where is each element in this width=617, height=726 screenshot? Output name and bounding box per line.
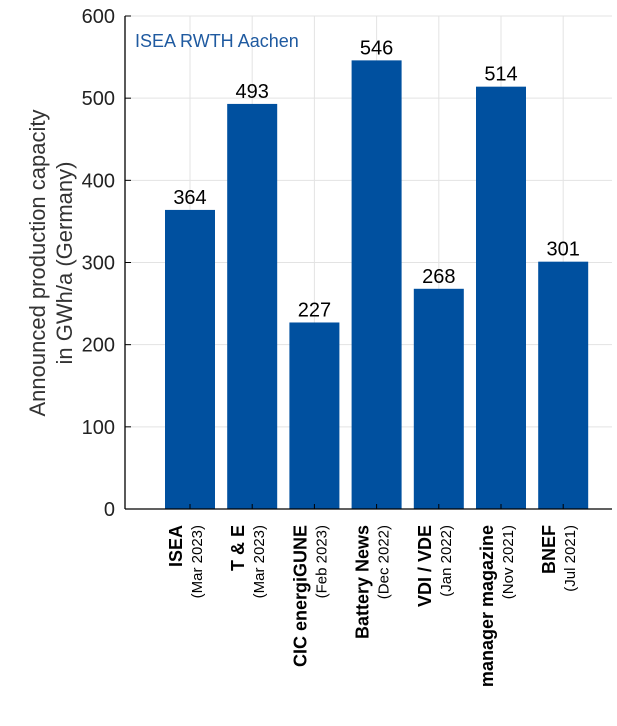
bar-value-label: 268: [422, 266, 455, 288]
y-axis-label-line1: Announced production capacity: [25, 110, 50, 417]
bar-value-label: 364: [173, 187, 206, 209]
bar: [227, 103, 278, 509]
x-tick-label: CIC energiGUNE: [290, 525, 310, 667]
x-tick-label: manager magazine: [477, 525, 497, 687]
bar: [165, 209, 215, 509]
bars: [165, 60, 589, 510]
data-labels: 364 493 227 546 268 514 301: [173, 37, 580, 321]
x-tick-labels: ISEA (Mar 2023) T & E (Mar 2023) CIC energiG…: [166, 525, 579, 687]
bar: [413, 288, 464, 509]
x-tick-label: T & E: [228, 525, 248, 571]
x-tick-sublabel: (Mar 2023): [189, 525, 206, 598]
y-tick-label: 400: [82, 170, 115, 192]
x-tick-sublabel: (Dec 2022): [376, 525, 393, 599]
y-tick-labels: 0 100 200 300 400 500 600: [82, 6, 115, 521]
x-tick-label: BNEF: [539, 525, 559, 574]
y-tick-label: 100: [82, 417, 115, 439]
bar: [476, 86, 526, 509]
x-tick-sublabel: (Jan 2022): [438, 525, 455, 597]
x-tick-sublabel: (Nov 2021): [500, 525, 517, 599]
bar: [289, 322, 340, 509]
y-tick-label: 0: [104, 499, 115, 521]
x-tick-label: ISEA: [166, 525, 186, 567]
bar-value-label: 227: [298, 299, 331, 321]
axes: [124, 15, 612, 510]
bar: [351, 60, 402, 510]
bar-value-label: 546: [360, 37, 393, 59]
annotation-text: ISEA RWTH Aachen: [135, 31, 299, 51]
y-tick-label: 500: [82, 88, 115, 110]
y-axis-label-line2: in GWh/a (Germany): [52, 162, 77, 365]
y-tick-label: 300: [82, 253, 115, 275]
bar-value-label: 301: [547, 239, 580, 261]
y-tick-label: 600: [82, 6, 115, 28]
x-tick-sublabel: (Jul 2021): [562, 525, 579, 592]
x-tick-sublabel: (Feb 2023): [313, 525, 330, 598]
bar-value-label: 514: [484, 64, 517, 86]
x-tick-label: VDI / VDE: [415, 525, 435, 607]
bar-value-label: 493: [236, 81, 269, 103]
x-tick-label: Battery News: [353, 525, 373, 639]
y-tick-label: 200: [82, 335, 115, 357]
x-tick-sublabel: (Mar 2023): [251, 525, 268, 598]
bar: [538, 261, 589, 509]
